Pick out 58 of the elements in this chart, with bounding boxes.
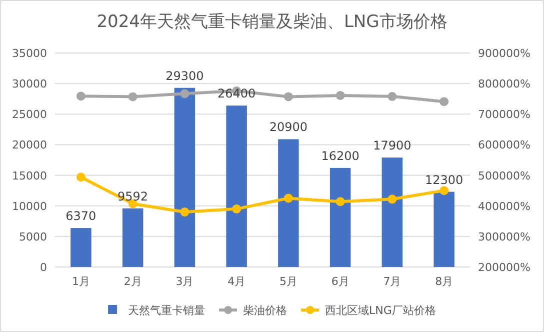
y-tick-label: 30000 [12,78,47,91]
y2-tick-label: 600000% [478,138,530,152]
chart-title: 2024年天然气重卡销量及柴油、LNG市场价格 [96,12,448,32]
bar [278,139,299,267]
point [336,197,345,206]
point [76,92,86,101]
data-label: 29300 [166,68,204,83]
y2-tick-label: 700000% [478,108,530,122]
data-label: 12300 [424,172,464,187]
legend-label: 西北区域LNG厂站价格 [325,304,436,317]
x-tick-label: 4月 [228,275,246,288]
data-label: 26400 [217,86,256,101]
x-tick-label: 3月 [176,275,194,288]
data-label: 20900 [269,120,308,134]
point [440,186,449,196]
point [284,92,293,102]
y-tick-label: 0 [40,261,47,274]
x-tick-label: 6月 [331,275,350,288]
y-tick-label: 25000 [12,108,47,122]
point [180,207,190,216]
x-tick-label: 1月 [72,275,90,288]
y2-tick-label: 200000% [478,261,530,274]
x-tick-label: 2月 [124,275,142,288]
data-label: 6370 [66,209,96,224]
y2-tick-label: 400000% [478,200,530,213]
y-tick-label: 35000 [12,47,47,60]
y2-tick-label: 500000% [478,169,530,182]
bar [434,192,454,267]
y-tick-label: 10000 [12,200,47,213]
point [128,92,138,102]
point [76,172,86,182]
bar [226,106,247,267]
bar [330,168,351,267]
y-tick-label: 5000 [19,230,47,244]
bar [174,88,196,267]
data-label: 17900 [373,138,412,153]
y-tick-label: 20000 [12,138,47,152]
point [388,194,397,204]
legend-label: 柴油价格 [243,304,288,317]
point [232,204,242,214]
point [388,92,397,101]
bar [122,208,144,267]
x-tick-label: 5月 [279,275,298,288]
point [180,89,190,98]
point [440,97,449,106]
legend-label: 天然气重卡销量 [128,304,206,317]
bar [382,158,403,267]
data-label: 16200 [321,148,360,163]
y2-tick-label: 300000% [478,230,530,244]
bar [70,228,92,267]
data-label: 9592 [118,189,148,204]
y2-tick-label: 800000% [478,78,530,91]
point [284,194,293,203]
x-tick-label: 8月 [435,275,454,288]
x-tick-label: 7月 [383,275,402,288]
y2-tick-label: 900000% [478,47,530,60]
y-tick-label: 15000 [12,169,47,182]
point [336,90,345,100]
